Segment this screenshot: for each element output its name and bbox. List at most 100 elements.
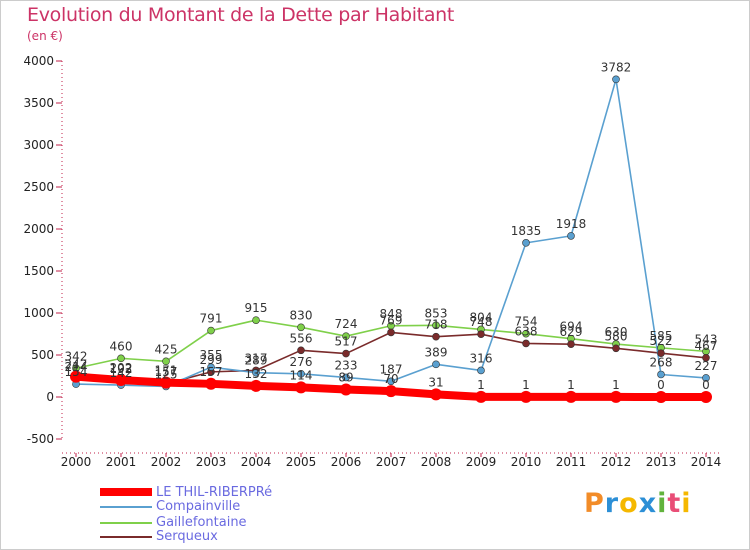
data-label: 132: [245, 367, 268, 381]
proxiti-logo: Proxiti: [584, 488, 692, 519]
data-point: [430, 388, 442, 401]
x-tick-label: 2004: [241, 455, 272, 469]
data-label: 718: [425, 318, 448, 332]
data-point: [477, 366, 485, 375]
data-label: 543: [695, 332, 718, 346]
data-label: 299: [200, 353, 223, 367]
data-label: 187: [380, 362, 403, 376]
data-label: 915: [245, 301, 268, 315]
data-label: 425: [155, 342, 178, 356]
data-label: 1835: [511, 224, 542, 238]
data-label: 638: [515, 324, 538, 338]
legend-swatch: [100, 536, 152, 538]
data-point: [567, 340, 575, 348]
data-point: [115, 374, 127, 387]
data-label: 3782: [601, 60, 632, 74]
x-tick-label: 2014: [691, 455, 722, 469]
data-label: 630: [605, 325, 628, 339]
data-point: [432, 321, 440, 330]
data-label: 1: [477, 378, 485, 392]
legend-swatch: [100, 488, 152, 496]
data-point: [207, 326, 215, 335]
logo-letter: t: [667, 488, 682, 519]
data-label: 317: [245, 351, 268, 365]
data-label: 389: [425, 345, 448, 359]
logo-letter: r: [604, 488, 620, 519]
axes: -500 0 500 1000 1500 2000 2500 3000 3500 4000 2000…: [23, 54, 721, 469]
data-point: [385, 385, 397, 398]
data-point: [295, 381, 307, 394]
data-label: 154: [65, 365, 88, 379]
data-point: [387, 377, 395, 386]
x-tick-label: 2001: [106, 455, 137, 469]
data-label: 830: [290, 308, 313, 322]
data-label: 769: [380, 313, 403, 327]
logo-letter: i: [657, 488, 668, 519]
x-tick-label: 2008: [421, 455, 452, 469]
data-point: [252, 368, 260, 377]
y-tick-label: 1500: [23, 264, 54, 278]
data-label: 853: [425, 306, 448, 320]
data-point: [342, 332, 350, 340]
logo-letter: o: [619, 488, 639, 519]
data-label: 214: [65, 360, 88, 374]
x-tick-label: 2012: [601, 455, 632, 469]
data-label: 748: [470, 315, 493, 329]
data-label: 276: [290, 355, 313, 369]
data-label: 460: [110, 339, 133, 353]
data-label: 517: [335, 335, 358, 349]
data-label: 1: [567, 378, 575, 392]
data-label: 1: [522, 378, 530, 392]
data-label: 171: [155, 364, 178, 378]
x-tick-label: 2003: [196, 455, 227, 469]
x-tick-label: 2000: [61, 455, 92, 469]
legend-label: Gaillefontaine: [156, 515, 247, 530]
data-label: 724: [335, 317, 358, 331]
data-label: 157: [200, 365, 223, 379]
data-point: [475, 390, 487, 403]
data-point: [297, 346, 305, 355]
data-point: [565, 390, 577, 403]
x-tick-label: 2010: [511, 455, 542, 469]
data-label: 289: [245, 354, 268, 368]
legend-swatch: [100, 506, 152, 508]
y-tick-label: 3000: [23, 138, 54, 152]
logo-letter: P: [584, 488, 605, 519]
data-point: [162, 357, 170, 366]
data-point: [297, 370, 305, 378]
data-label: 580: [605, 329, 628, 343]
data-label: 754: [515, 315, 538, 329]
x-tick-label: 2011: [556, 455, 587, 469]
legend-label: Compainville: [156, 499, 241, 514]
data-point: [340, 383, 352, 396]
data-label: 1: [612, 378, 620, 392]
y-tick-label: 2500: [23, 180, 54, 194]
data-point: [432, 332, 440, 341]
data-point: [612, 75, 620, 84]
data-label: 848: [380, 307, 403, 321]
data-label: 242: [65, 358, 88, 372]
logo-letter: i: [681, 488, 692, 519]
legend-label: Serqueux: [156, 529, 218, 544]
data-point: [432, 360, 440, 369]
data-label: 585: [650, 329, 673, 343]
data-label: 89: [338, 371, 353, 385]
data-point: [70, 370, 82, 383]
x-tick-label: 2007: [376, 455, 407, 469]
data-label: 157: [155, 365, 178, 379]
data-label: 791: [200, 312, 223, 326]
data-label: 227: [695, 359, 718, 373]
y-tick-label: 2000: [23, 222, 54, 236]
data-label: 31: [428, 375, 443, 389]
x-tick-label: 2013: [646, 455, 677, 469]
data-label: 316: [470, 351, 493, 365]
data-point: [657, 370, 665, 379]
data-point: [522, 339, 530, 348]
x-tick-label: 2005: [286, 455, 317, 469]
logo-letter: x: [638, 488, 658, 519]
data-point: [655, 391, 667, 403]
y-tick-label: 0: [46, 390, 54, 404]
